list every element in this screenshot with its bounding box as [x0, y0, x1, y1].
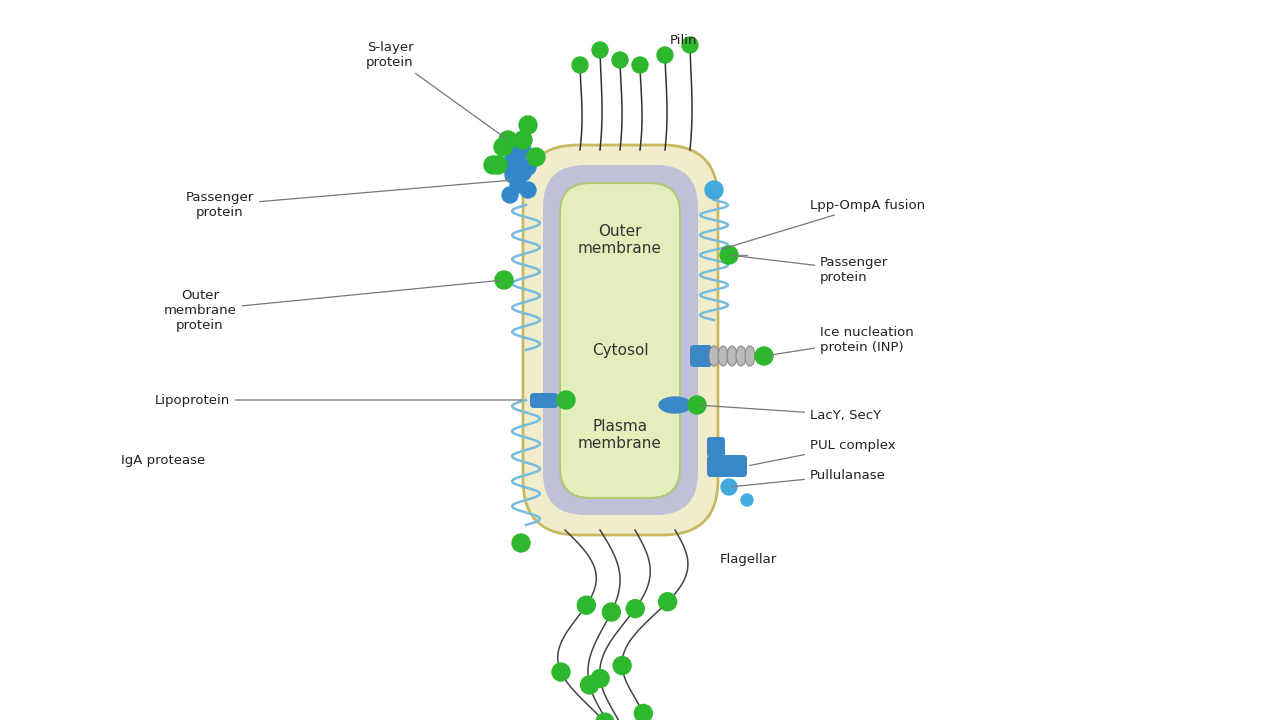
FancyBboxPatch shape — [524, 145, 718, 535]
Circle shape — [741, 494, 753, 506]
Text: Passenger
protein: Passenger protein — [186, 180, 511, 219]
Circle shape — [552, 663, 570, 681]
Circle shape — [755, 347, 773, 365]
Text: Passenger
protein: Passenger protein — [732, 256, 888, 284]
Circle shape — [489, 156, 507, 174]
Circle shape — [613, 657, 631, 675]
Circle shape — [506, 145, 521, 161]
FancyBboxPatch shape — [561, 183, 680, 498]
Circle shape — [515, 165, 531, 181]
Circle shape — [499, 131, 517, 149]
Circle shape — [515, 131, 532, 149]
Circle shape — [484, 156, 502, 174]
FancyBboxPatch shape — [707, 437, 724, 457]
Circle shape — [509, 154, 526, 170]
Circle shape — [527, 148, 545, 166]
Text: LacY, SecY: LacY, SecY — [700, 405, 881, 421]
Circle shape — [721, 479, 737, 495]
Text: Pullulanase: Pullulanase — [732, 469, 886, 487]
Circle shape — [520, 159, 536, 175]
Circle shape — [591, 42, 608, 58]
FancyBboxPatch shape — [543, 165, 698, 515]
Circle shape — [500, 157, 516, 173]
Circle shape — [705, 181, 723, 199]
Circle shape — [502, 187, 518, 203]
Circle shape — [682, 37, 698, 53]
FancyBboxPatch shape — [530, 393, 558, 408]
Circle shape — [595, 713, 614, 720]
Text: Cytosol: Cytosol — [591, 343, 648, 358]
Circle shape — [577, 596, 595, 614]
Circle shape — [635, 704, 653, 720]
Circle shape — [659, 593, 677, 611]
Circle shape — [603, 603, 621, 621]
Text: PUL complex: PUL complex — [750, 438, 896, 465]
Circle shape — [512, 534, 530, 552]
Circle shape — [515, 142, 531, 158]
Circle shape — [494, 138, 512, 156]
Text: Ice nucleation
protein (INP): Ice nucleation protein (INP) — [767, 326, 914, 356]
Ellipse shape — [745, 346, 755, 366]
Circle shape — [612, 52, 628, 68]
FancyBboxPatch shape — [707, 455, 748, 477]
Text: Plasma
membrane: Plasma membrane — [579, 419, 662, 451]
Circle shape — [632, 57, 648, 73]
Ellipse shape — [709, 346, 719, 366]
Text: Outer
membrane
protein: Outer membrane protein — [164, 280, 502, 331]
Circle shape — [626, 600, 644, 618]
Circle shape — [557, 391, 575, 409]
Circle shape — [591, 670, 609, 688]
Text: Lpp-OmpA fusion: Lpp-OmpA fusion — [722, 199, 925, 249]
Text: Flagellar: Flagellar — [719, 554, 777, 567]
Text: Outer
membrane: Outer membrane — [579, 224, 662, 256]
Ellipse shape — [736, 346, 746, 366]
Circle shape — [581, 676, 599, 694]
Text: S-layer
protein: S-layer protein — [366, 41, 506, 138]
Circle shape — [689, 396, 707, 414]
Text: Pilin: Pilin — [669, 34, 698, 47]
Circle shape — [509, 177, 526, 193]
Circle shape — [719, 246, 739, 264]
FancyBboxPatch shape — [690, 345, 712, 367]
Text: Lipoprotein: Lipoprotein — [155, 394, 522, 407]
Circle shape — [572, 57, 588, 73]
Circle shape — [518, 116, 538, 134]
Ellipse shape — [727, 346, 737, 366]
Circle shape — [495, 271, 513, 289]
Text: IgA protease: IgA protease — [120, 454, 205, 467]
Ellipse shape — [659, 397, 691, 413]
Circle shape — [657, 47, 673, 63]
Circle shape — [520, 182, 536, 198]
Circle shape — [506, 167, 521, 183]
Ellipse shape — [718, 346, 728, 366]
